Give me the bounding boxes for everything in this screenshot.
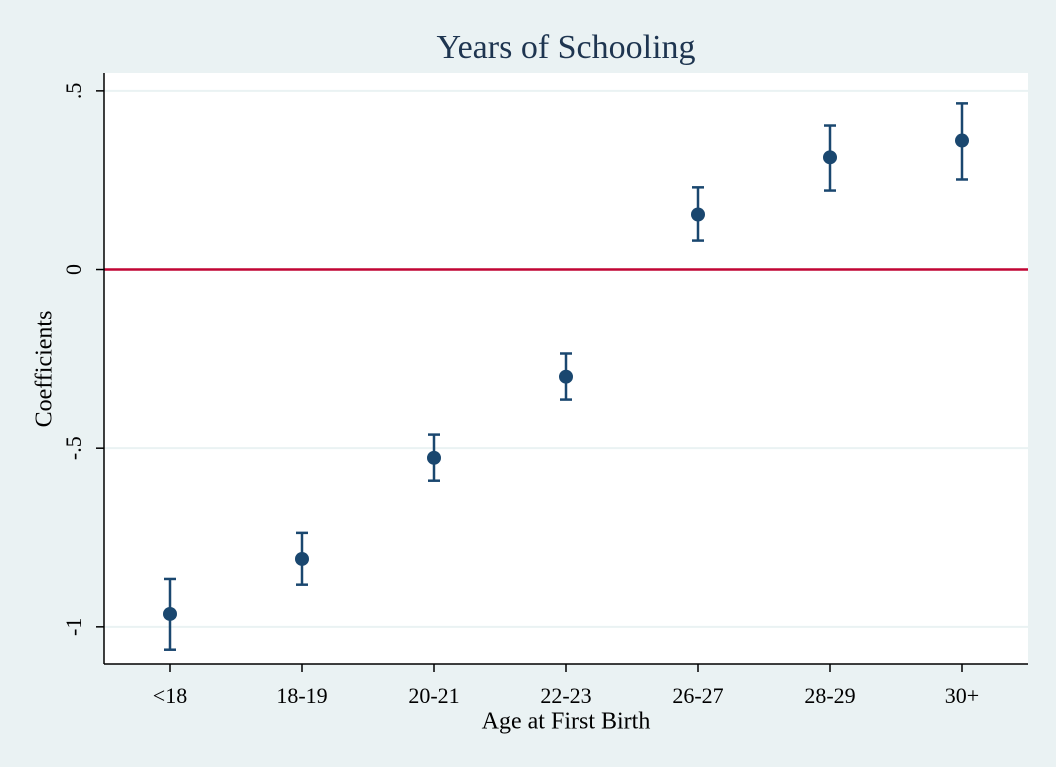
x-tick-label: 26-27: [672, 683, 723, 708]
point: [295, 551, 309, 566]
x-tick-label: 20-21: [408, 683, 459, 708]
y-tick-label: .5: [61, 83, 86, 100]
chart-title: Years of Schooling: [436, 29, 695, 66]
y-tick-label: -1: [61, 618, 86, 636]
y-axis-label: Coefficients: [32, 311, 58, 428]
y-tick-label: 0: [61, 264, 86, 275]
point: [559, 369, 573, 384]
point: [691, 207, 705, 222]
y-tick-label: -.5: [61, 436, 86, 460]
x-tick-label: 28-29: [804, 683, 855, 708]
x-tick-label: 22-23: [540, 683, 591, 708]
x-axis-label: Age at First Birth: [482, 709, 651, 735]
point: [427, 450, 441, 465]
point: [823, 150, 837, 165]
point: [955, 133, 969, 148]
x-tick-label: 30+: [945, 683, 979, 708]
x-tick-label: <18: [153, 683, 187, 708]
x-tick-label: 18-19: [276, 683, 327, 708]
point: [163, 606, 177, 621]
